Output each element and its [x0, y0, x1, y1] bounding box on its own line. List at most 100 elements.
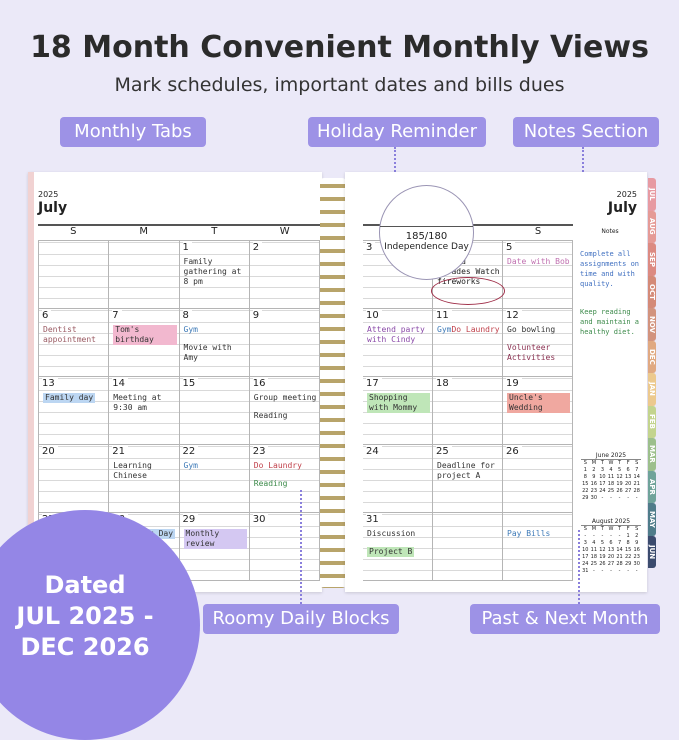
mini-day: -: [610, 495, 612, 501]
day-cell[interactable]: 25 Deadline for project A: [433, 445, 503, 513]
entry-text: Volunteer Activities: [507, 343, 556, 362]
entry-text: Family day: [43, 393, 96, 403]
mini-day: -: [618, 495, 621, 501]
day-number: 19: [506, 378, 522, 389]
day-cell[interactable]: 17 Shopping with Mommy: [363, 377, 433, 445]
day-cell[interactable]: 8 Gym Movie with Amy: [179, 309, 250, 377]
day-cell[interactable]: 10 Attend party with Cindy: [363, 309, 433, 377]
month-tab-dec[interactable]: DEC: [648, 340, 656, 373]
mini-day: 13: [607, 547, 615, 553]
mini-day: 3: [583, 540, 587, 546]
month-tab-apr[interactable]: APR: [648, 470, 656, 503]
day-cell[interactable]: 13 Family day: [39, 377, 110, 445]
mini-day: -: [627, 495, 630, 501]
entry-text: Movie with Amy: [183, 343, 232, 362]
mini-weekday: T: [618, 460, 622, 466]
day-cell[interactable]: 2: [249, 241, 320, 309]
mini-day: 31: [582, 568, 589, 574]
mini-calendar-title: June 2025: [581, 452, 641, 460]
day-number: 14: [112, 378, 128, 389]
mini-day: 19: [616, 481, 623, 487]
day-cell[interactable]: [433, 513, 503, 581]
day-cell[interactable]: 16 Group meeting Reading: [249, 377, 320, 445]
month-tab-jul[interactable]: JUL: [648, 178, 656, 211]
day-entries: Group meeting Reading: [254, 393, 317, 429]
entry-text: Uncle's Wedding: [507, 393, 570, 413]
mini-day: 24: [599, 488, 606, 494]
day-cell[interactable]: [109, 241, 180, 309]
mini-day: 22: [624, 554, 632, 560]
day-number: 16: [252, 378, 269, 389]
day-cell[interactable]: [39, 241, 110, 309]
connector: [578, 530, 580, 604]
day-cell[interactable]: 29 Monthly review: [179, 513, 250, 581]
month-tab-feb[interactable]: FEB: [648, 405, 656, 438]
mini-day: 13: [624, 474, 632, 480]
day-entries: Attend party with Cindy: [367, 325, 430, 353]
mini-day: 6: [626, 467, 630, 473]
day-number: 25: [436, 446, 452, 457]
day-cell[interactable]: 15: [179, 377, 250, 445]
month-tab-mar[interactable]: MAR: [648, 438, 656, 471]
month-tab-oct[interactable]: OCT: [648, 275, 656, 308]
entry-text: Go bowling: [507, 325, 556, 334]
month-tab-nov[interactable]: NOV: [648, 308, 656, 341]
mini-day: 10: [582, 547, 589, 553]
mini-day: 14: [616, 547, 623, 553]
day-cell[interactable]: 12 Go bowling Volunteer Activities: [503, 309, 573, 377]
mini-day: 29: [582, 495, 589, 501]
day-cell[interactable]: 31 Discussion Project B: [363, 513, 433, 581]
month-tab-aug[interactable]: AUG: [648, 210, 656, 243]
month-tab-jan[interactable]: JAN: [648, 373, 656, 406]
day-cell[interactable]: 22 Gym: [179, 445, 250, 513]
badge-line: DEC 2026: [20, 633, 150, 661]
mini-day: -: [601, 495, 604, 501]
mini-day: 23: [590, 488, 598, 494]
left-page: 2025 July S M T W 1 Family gathering at 8 pm…: [28, 172, 322, 592]
day-entries: Gym: [184, 461, 247, 479]
day-cell[interactable]: 20: [39, 445, 110, 513]
day-cell[interactable]: 19 Uncle's Wedding: [503, 377, 573, 445]
day-cell[interactable]: 24: [363, 445, 433, 513]
month-tab-sep[interactable]: SEP: [648, 243, 656, 276]
day-number: 26: [506, 446, 522, 457]
day-entries: Discussion Project B: [367, 529, 430, 565]
day-number: 5: [506, 242, 516, 253]
connector: [300, 490, 302, 604]
month-tab-may[interactable]: MAY: [648, 503, 656, 536]
mini-weekday: F: [626, 460, 630, 466]
mini-day: 4: [592, 540, 596, 546]
day-cell[interactable]: 11 GymDo Laundry: [433, 309, 503, 377]
day-cell[interactable]: 18: [433, 377, 503, 445]
entry-text: Reading: [253, 411, 288, 420]
mini-day: -: [592, 533, 595, 539]
day-cell[interactable]: 5 Date with Bob: [503, 241, 573, 309]
mini-day: 5: [617, 467, 622, 473]
mini-weekday: T: [618, 526, 622, 532]
day-cell[interactable]: 6 Dentist appointment: [39, 309, 110, 377]
month-tabs: JUL AUG SEP OCT NOV DEC JAN FEB MAR APR MAY JUN: [648, 178, 662, 568]
holiday-day-count: 185/180: [380, 226, 473, 242]
day-cell[interactable]: 9: [249, 309, 320, 377]
mini-day: 4: [609, 467, 613, 473]
mini-day: 20: [624, 481, 632, 487]
day-cell[interactable]: 30: [249, 513, 320, 581]
month-tab-jun[interactable]: JUN: [648, 535, 656, 568]
day-cell[interactable]: 14 Meeting at 9:30 am: [109, 377, 180, 445]
day-cell[interactable]: 1 Family gathering at 8 pm: [179, 241, 250, 309]
entry-text: Monthly review: [183, 529, 247, 549]
holiday-name: Independence Day: [384, 242, 469, 252]
day-cell[interactable]: 23 Do Laundry Reading: [249, 445, 320, 513]
mini-day: 27: [624, 488, 632, 494]
entry-text: Family gathering at 8 pm: [183, 257, 242, 286]
mini-weekday: S: [583, 460, 587, 466]
day-cell[interactable]: 26: [503, 445, 573, 513]
day-entries: Deadline for project A: [437, 461, 500, 489]
day-cell[interactable]: 21 Learning Chinese: [109, 445, 180, 513]
day-cell[interactable]: Pay Bills: [503, 513, 573, 581]
mini-day: 5: [600, 540, 605, 546]
day-cell[interactable]: 7 Tom's birthday: [109, 309, 180, 377]
note: Complete all assignments on time and wit…: [580, 250, 640, 288]
